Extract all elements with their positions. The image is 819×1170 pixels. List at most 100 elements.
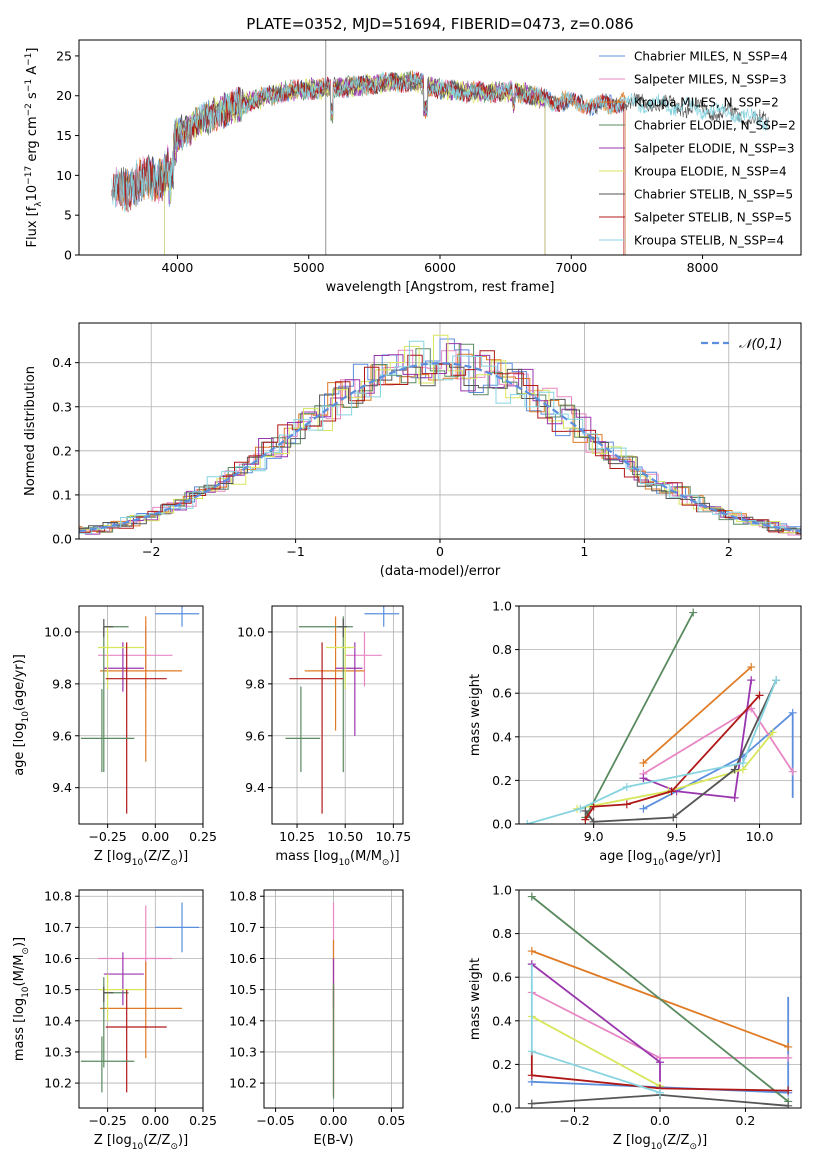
y-tick-label: 0.2: [492, 1057, 512, 1072]
x-tick-label: 5000: [293, 260, 325, 275]
x-tick-label: −0.25: [88, 829, 126, 844]
weight-line: [584, 612, 694, 818]
weight-marker: [581, 806, 590, 815]
x-tick-label: −2: [142, 544, 160, 559]
y-tick-label: 10.0: [44, 624, 72, 639]
y-tick-label: 0.0: [492, 1101, 512, 1116]
weight-marker: [622, 800, 631, 809]
y-axis-label: mass weight: [468, 674, 483, 756]
weight-marker: [738, 758, 747, 767]
x-axis-label: wavelength [Angstrom, rest frame]: [326, 280, 555, 295]
y-tick-label: 10.2: [229, 1076, 257, 1091]
x-tick-label: 4000: [162, 260, 194, 275]
weight-marker: [527, 892, 536, 901]
y-tick-label: 10.5: [44, 982, 72, 997]
plot-area-mass_vs_Z: [80, 902, 200, 1093]
weight-marker: [527, 947, 536, 956]
legend-label: Chabrier MILES, N_SSP=4: [634, 50, 788, 64]
y-tick-label: 1.0: [492, 599, 512, 614]
weight-marker: [581, 815, 590, 824]
plot-area-age_vs_mass: [285, 606, 400, 814]
weight-line: [643, 679, 753, 799]
y-tick-label: 0.4: [492, 729, 512, 744]
y-tick-label: 0.6: [492, 686, 512, 701]
legend-label: Salpeter ELODIE, N_SSP=3: [634, 142, 795, 156]
y-tick-label: 0.2: [52, 443, 72, 458]
y-tick-label: 0.0: [492, 817, 512, 832]
y-tick-label: 0.3: [52, 399, 72, 414]
legend-label: Salpeter STELIB, N_SSP=5: [634, 211, 792, 225]
y-tick-label: 10.3: [44, 1044, 72, 1059]
panel-age_vs_mass: 10.25 10.50 10.75 9.4 9.6 9.8 10.0 mass [log10(…: [237, 605, 411, 868]
y-tick-label: 10.6: [44, 951, 72, 966]
x-tick-label: 0.00: [141, 1113, 169, 1128]
y-tick-label: 9.8: [52, 676, 72, 691]
y-tick-label: 10.6: [229, 951, 257, 966]
weight-marker: [784, 1053, 793, 1062]
plot-area-weight_vs_age: [523, 608, 797, 824]
y-tick-label: 10.3: [229, 1044, 257, 1059]
x-tick-label: 7000: [555, 260, 587, 275]
histogram-step: [79, 338, 801, 534]
histogram-step: [79, 340, 801, 534]
y-tick-label: 0.4: [52, 355, 72, 370]
weight-marker: [669, 813, 678, 822]
legend-label: Kroupa MILES, N_SSP=2: [634, 96, 779, 110]
y-axis-label: mass [log10(M/M⊙)]: [12, 937, 31, 1061]
weight-marker: [667, 787, 676, 796]
weight-marker: [589, 817, 598, 824]
x-tick-label: 0.25: [189, 1113, 217, 1128]
weight-marker: [730, 793, 739, 802]
x-tick-label: 0.0: [650, 1113, 670, 1128]
axes-frame: [271, 605, 404, 825]
weight-marker: [639, 758, 648, 767]
x-axis-label: Z [log10(Z/Z⊙)]: [94, 849, 188, 868]
x-axis-label: (data-model)/error: [380, 564, 501, 579]
x-axis-label: E(B-V): [313, 1133, 353, 1148]
weight-marker: [768, 728, 777, 737]
histogram-step: [79, 349, 801, 536]
y-tick-label: 25: [56, 48, 72, 63]
x-tick-label: 10.75: [375, 829, 411, 844]
weight-line: [527, 679, 777, 824]
y-tick-label: 10.5: [229, 982, 257, 997]
weight-marker: [788, 767, 797, 776]
legend-label: Salpeter MILES, N_SSP=3: [634, 73, 787, 87]
y-tick-label: 9.6: [245, 728, 265, 743]
x-tick-label: 0.00: [320, 1113, 348, 1128]
legend-label: 𝒩(0,1): [739, 337, 782, 352]
normal-curve: [79, 361, 801, 533]
weight-marker: [639, 804, 648, 813]
weight-line: [531, 1050, 661, 1094]
weight-marker: [755, 691, 764, 700]
weight-line: [642, 666, 752, 764]
weight-marker: [689, 608, 698, 617]
spectrum-line: [111, 71, 769, 213]
panel-weight_vs_Z: −0.2 0.0 0.2 0.0 0.2 0.4 0.6 0.8 1.0 Z [log10(Z/Z…: [468, 883, 802, 1152]
y-tick-label: 9.6: [52, 728, 72, 743]
x-tick-label: 0.00: [141, 829, 169, 844]
y-tick-label: 10.7: [44, 920, 72, 935]
y-tick-label: 9.8: [245, 676, 265, 691]
x-axis-label: age [log10(age/yr)]: [599, 849, 721, 868]
x-tick-label: −1: [286, 544, 304, 559]
x-axis-label: Z [log10(Z/Z⊙)]: [613, 1133, 707, 1152]
x-tick-label: 1: [580, 544, 588, 559]
y-tick-label: 10.2: [44, 1076, 72, 1091]
weight-marker: [589, 802, 598, 811]
y-tick-label: 0.2: [492, 773, 512, 788]
axes-frame: [78, 605, 204, 825]
legend-label: Chabrier ELODIE, N_SSP=2: [634, 119, 796, 133]
weight-marker: [772, 676, 781, 685]
weight-marker: [639, 774, 648, 783]
y-tick-label: 10: [56, 168, 72, 183]
y-tick-label: 10.8: [44, 889, 72, 904]
y-axis-label: Normed distribution: [23, 366, 38, 496]
y-tick-label: 5: [64, 208, 72, 223]
x-tick-label: 0.2: [736, 1113, 756, 1128]
legend-label: Chabrier STELIB, N_SSP=5: [634, 188, 793, 202]
plot-area-age_vs_Z: [80, 606, 200, 814]
x-tick-label: 0.05: [377, 1113, 405, 1128]
y-tick-label: 0.4: [492, 1013, 512, 1028]
